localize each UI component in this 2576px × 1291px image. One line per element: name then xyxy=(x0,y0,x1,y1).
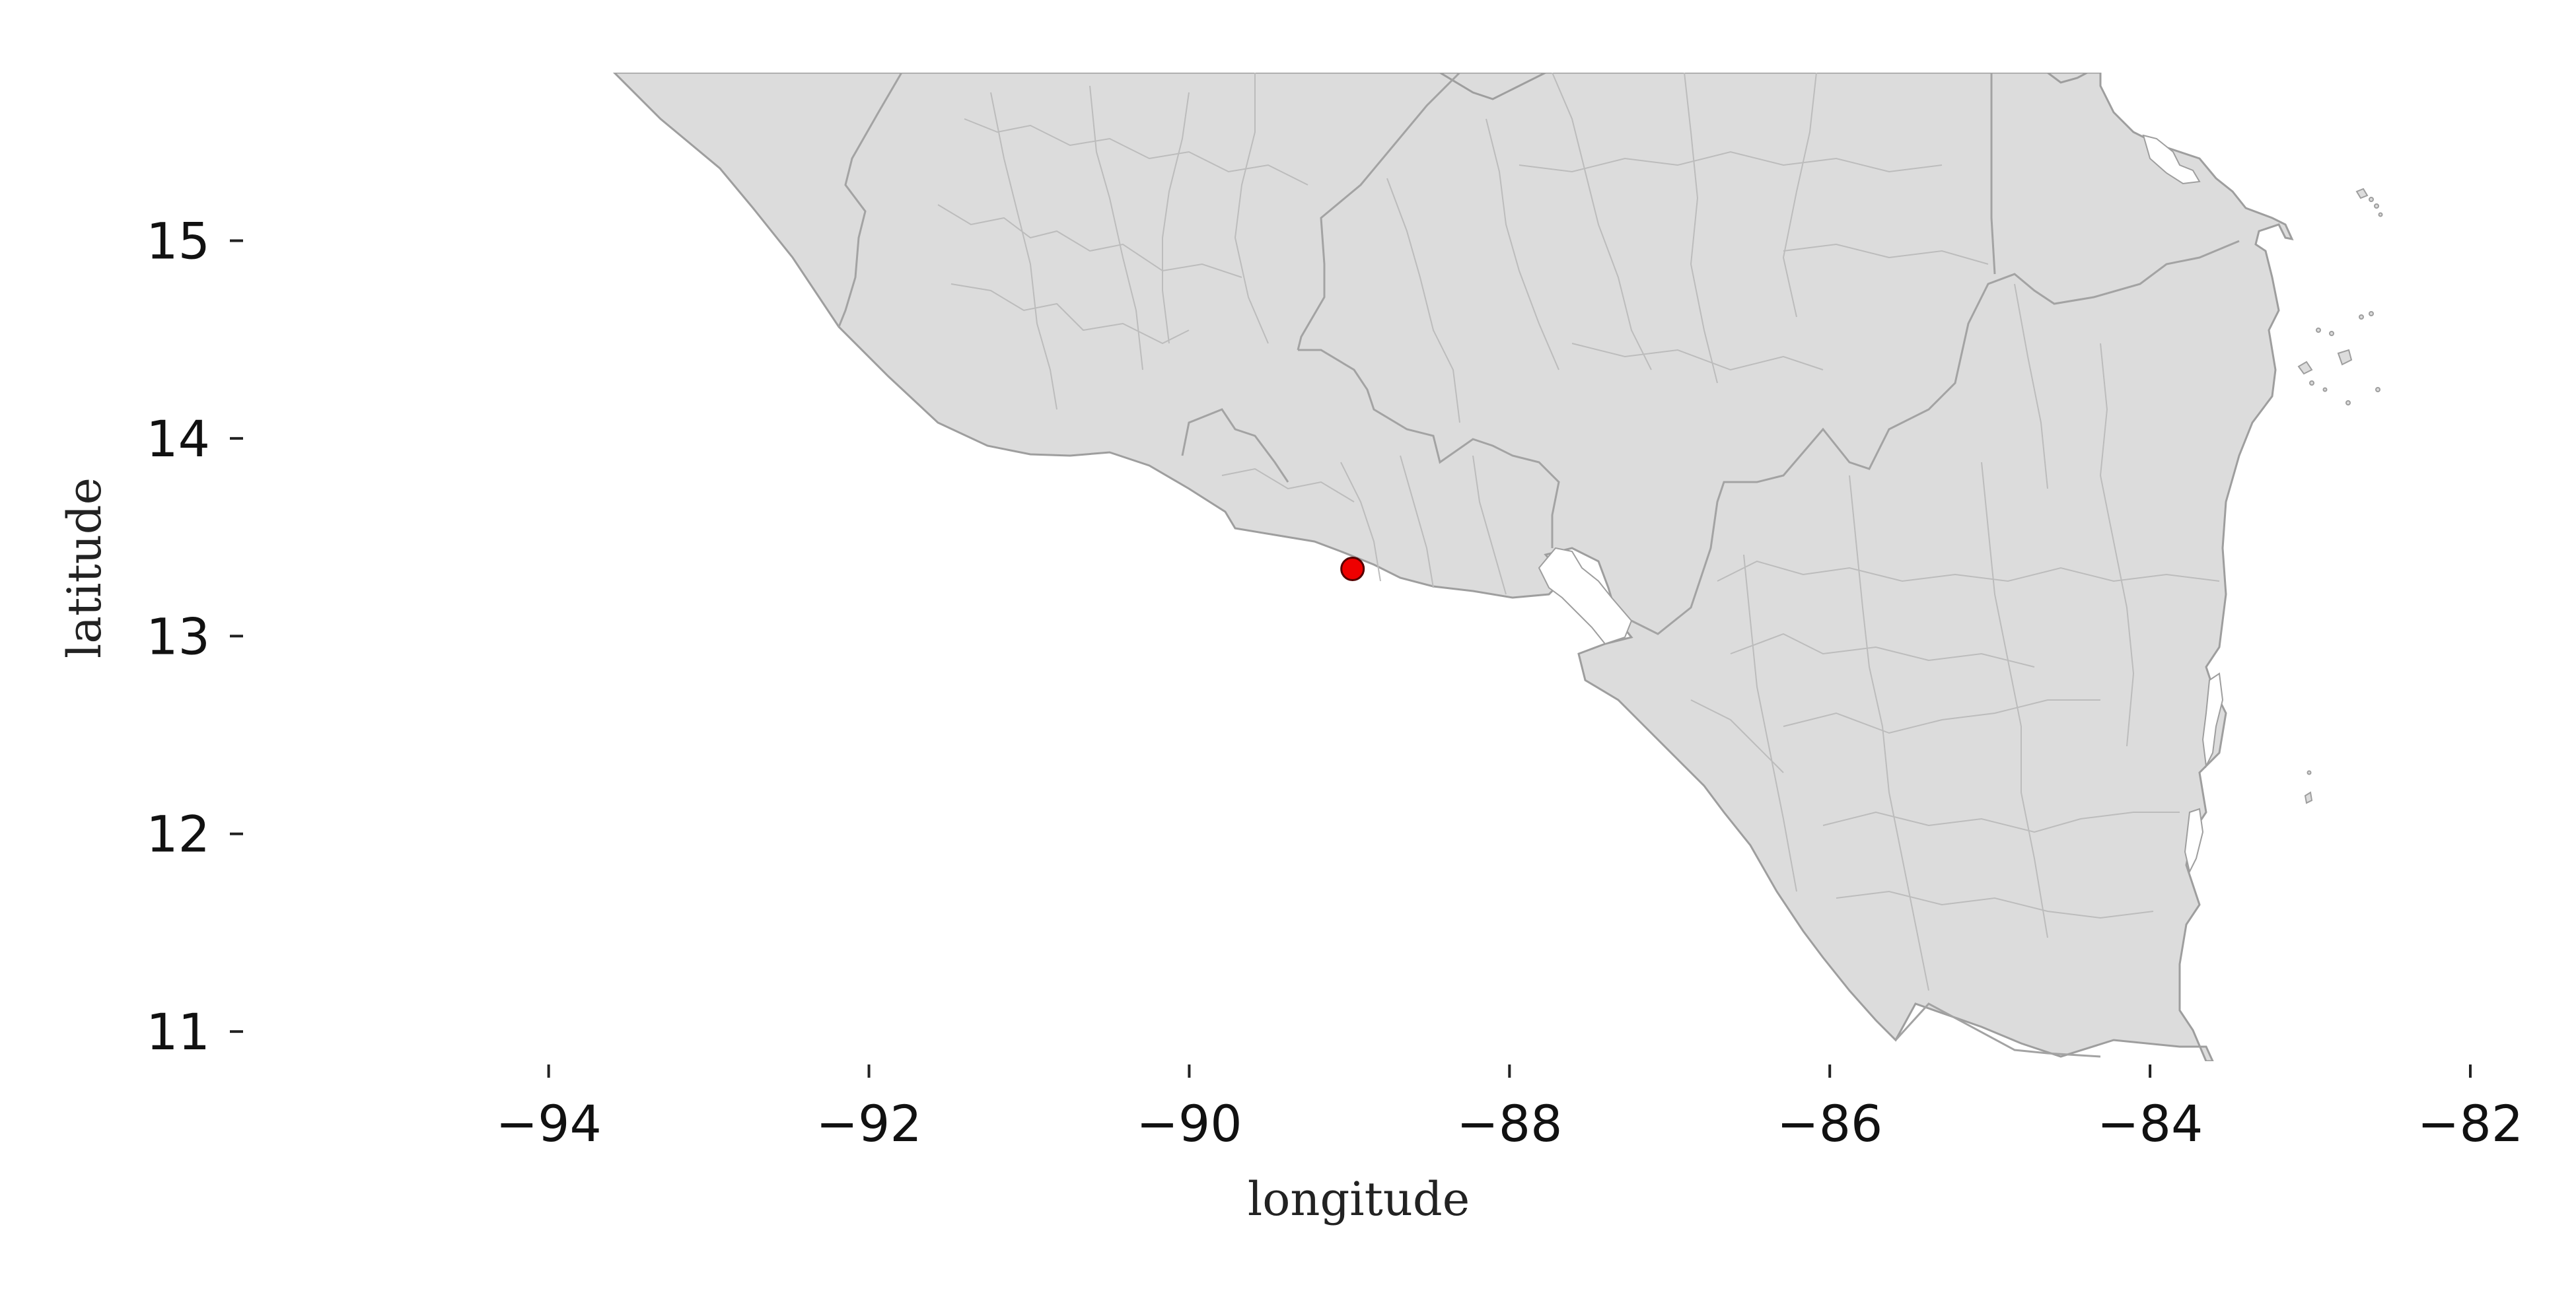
x-axis-title: longitude xyxy=(1248,1172,1470,1226)
lagoon-bluefields xyxy=(2184,808,2204,874)
border-honduras-nicaragua xyxy=(1631,240,2240,635)
island-corn xyxy=(2304,791,2313,804)
x-tick-label: −92 xyxy=(816,1094,921,1153)
border-honduras-north xyxy=(1990,73,1996,275)
y-axis: 11 12 13 14 15 xyxy=(146,211,243,1061)
x-tick-label: −86 xyxy=(1777,1094,1882,1153)
border-guatemala-honduras xyxy=(1298,349,1560,548)
lagoon-caratasca xyxy=(2142,134,2201,185)
y-tick-label: 14 xyxy=(146,409,210,468)
country-borders xyxy=(838,73,2240,1058)
border-nicaragua-costarica xyxy=(1894,1002,2101,1058)
y-axis-title: latitude xyxy=(57,477,112,658)
y-tick-label: 11 xyxy=(146,1002,210,1061)
map-marker-layer xyxy=(1340,557,1365,581)
location-marker[interactable] xyxy=(1340,557,1365,581)
x-axis: −94 −92 −90 −88 −86 −84 −82 xyxy=(495,1064,2523,1153)
land-north-right xyxy=(2046,73,2088,84)
caribbean-islands xyxy=(2297,188,2383,804)
y-tick-label: 12 xyxy=(146,805,210,864)
island-cays-2 xyxy=(2337,349,2353,366)
island-cays-1 xyxy=(2297,361,2313,375)
border-guatemala-elsalvador xyxy=(1181,408,1289,483)
border-mexico-guatemala xyxy=(838,73,903,328)
x-tick-label: −84 xyxy=(2097,1094,2203,1153)
gulf-of-fonseca xyxy=(1538,547,1633,645)
lagoon-pearl xyxy=(2201,672,2224,769)
x-tick-label: −88 xyxy=(1456,1094,1562,1153)
map-land-layer xyxy=(612,73,2294,1061)
x-tick-label: −82 xyxy=(2417,1094,2523,1153)
x-tick-label: −90 xyxy=(1136,1094,1242,1153)
land-north-strip xyxy=(1438,73,1546,100)
land-central-america xyxy=(612,73,2294,1061)
y-tick-label: 15 xyxy=(146,211,210,270)
island-swan xyxy=(2355,188,2369,199)
border-guatemala-belize xyxy=(1297,73,1461,351)
y-tick-label: 13 xyxy=(146,607,210,666)
admin-boundaries xyxy=(937,73,2220,991)
x-tick-label: −94 xyxy=(495,1094,601,1153)
